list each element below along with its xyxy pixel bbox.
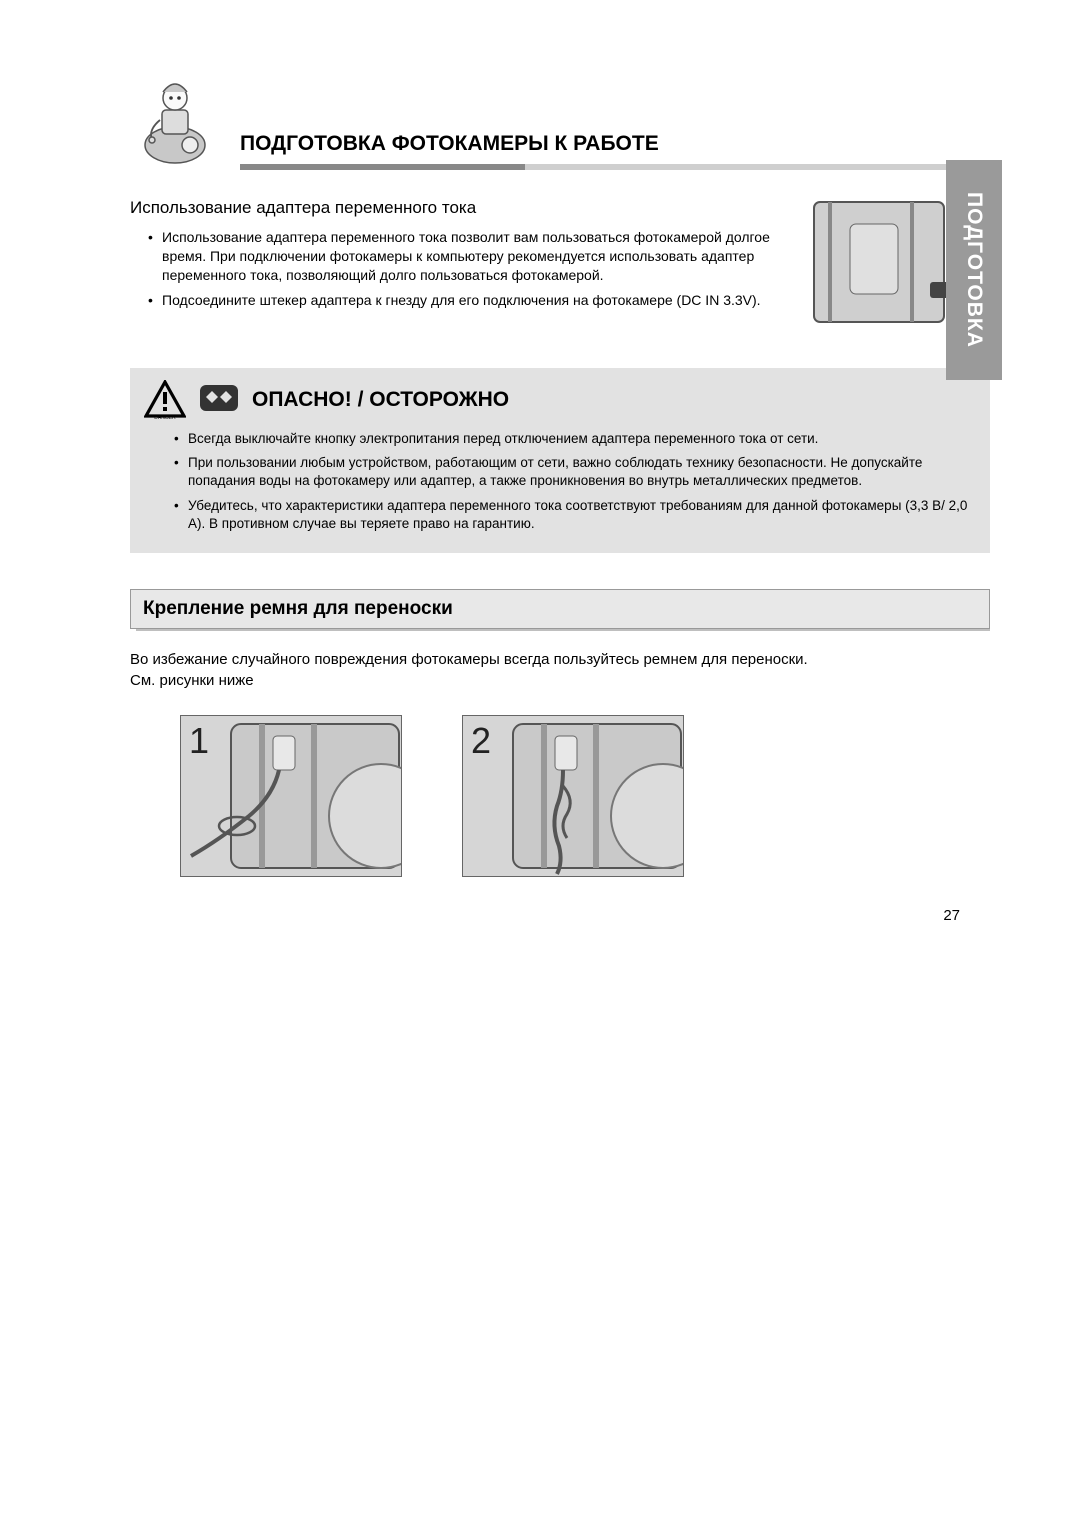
mascot-illustration xyxy=(130,70,220,170)
strap-figures-row: 1 2 xyxy=(180,715,990,877)
warning-bullet: • Всегда выключайте кнопку электропитани… xyxy=(144,430,976,448)
bullet-text: Убедитесь, что характеристики адаптера п… xyxy=(188,497,976,533)
adapter-text: Использование адаптера переменного тока … xyxy=(130,198,790,338)
title-block: ПОДГОТОВКА ФОТОКАМЕРЫ К РАБОТЕ xyxy=(240,132,990,170)
bullet-dot-icon: • xyxy=(148,228,156,285)
strap-title-bar: Крепление ремня для переноски xyxy=(130,589,990,629)
adapter-section: Использование адаптера переменного тока … xyxy=(130,198,990,338)
side-tab-label: ПОДГОТОВКА xyxy=(962,192,986,348)
bullet-dot-icon: • xyxy=(174,497,182,533)
bullet-text: Подсоедините штекер адаптера к гнезду дл… xyxy=(162,291,761,310)
svg-text:DANGER: DANGER xyxy=(154,415,176,420)
bullet-dot-icon: • xyxy=(148,291,156,310)
strap-figure-2: 2 xyxy=(462,715,684,877)
bullet-text: При пользовании любым устройством, работ… xyxy=(188,454,976,490)
content-area: ПОДГОТОВКА ФОТОКАМЕРЫ К РАБОТЕ Использов… xyxy=(0,0,1080,964)
header-row: ПОДГОТОВКА ФОТОКАМЕРЫ К РАБОТЕ xyxy=(130,70,990,170)
strap-figure-1: 1 xyxy=(180,715,402,877)
strap-body-line2: См. рисунки ниже xyxy=(130,670,990,691)
bullet-dot-icon: • xyxy=(174,454,182,490)
title-underline xyxy=(240,164,990,170)
strap-title: Крепление ремня для переноски xyxy=(130,589,990,629)
warning-bullets: • Всегда выключайте кнопку электропитани… xyxy=(144,430,976,533)
manual-page: ПОДГОТОВКА ПОДГОТОВКА ФОТОКАМЕРЫ К Р xyxy=(0,0,1080,1528)
warning-bullet: • Убедитесь, что характеристики адаптера… xyxy=(144,497,976,533)
strap-body-line1: Во избежание случайного повреждения фото… xyxy=(130,649,990,670)
adapter-bullet: • Подсоедините штекер адаптера к гнезду … xyxy=(130,291,790,310)
bullet-dot-icon: • xyxy=(174,430,182,448)
danger-triangle-icon: DANGER xyxy=(144,380,186,420)
side-tab: ПОДГОТОВКА xyxy=(946,160,1002,380)
page-number: 27 xyxy=(130,907,990,924)
camera-warn-icon xyxy=(198,383,240,417)
warning-head: DANGER ОПАСНО! / ОСТОРОЖНО xyxy=(144,380,976,420)
warning-box: DANGER ОПАСНО! / ОСТОРОЖНО • Всегда выкл… xyxy=(130,368,990,553)
bullet-text: Использование адаптера переменного тока … xyxy=(162,228,790,285)
warning-title: ОПАСНО! / ОСТОРОЖНО xyxy=(252,388,509,412)
bullet-text: Всегда выключайте кнопку электропитания … xyxy=(188,430,818,448)
adapter-bullet: • Использование адаптера переменного ток… xyxy=(130,228,790,285)
warning-bullet: • При пользовании любым устройством, раб… xyxy=(144,454,976,490)
adapter-subhead: Использование адаптера переменного тока xyxy=(130,198,790,218)
page-title: ПОДГОТОВКА ФОТОКАМЕРЫ К РАБОТЕ xyxy=(240,132,990,156)
strap-body: Во избежание случайного повреждения фото… xyxy=(130,649,990,691)
